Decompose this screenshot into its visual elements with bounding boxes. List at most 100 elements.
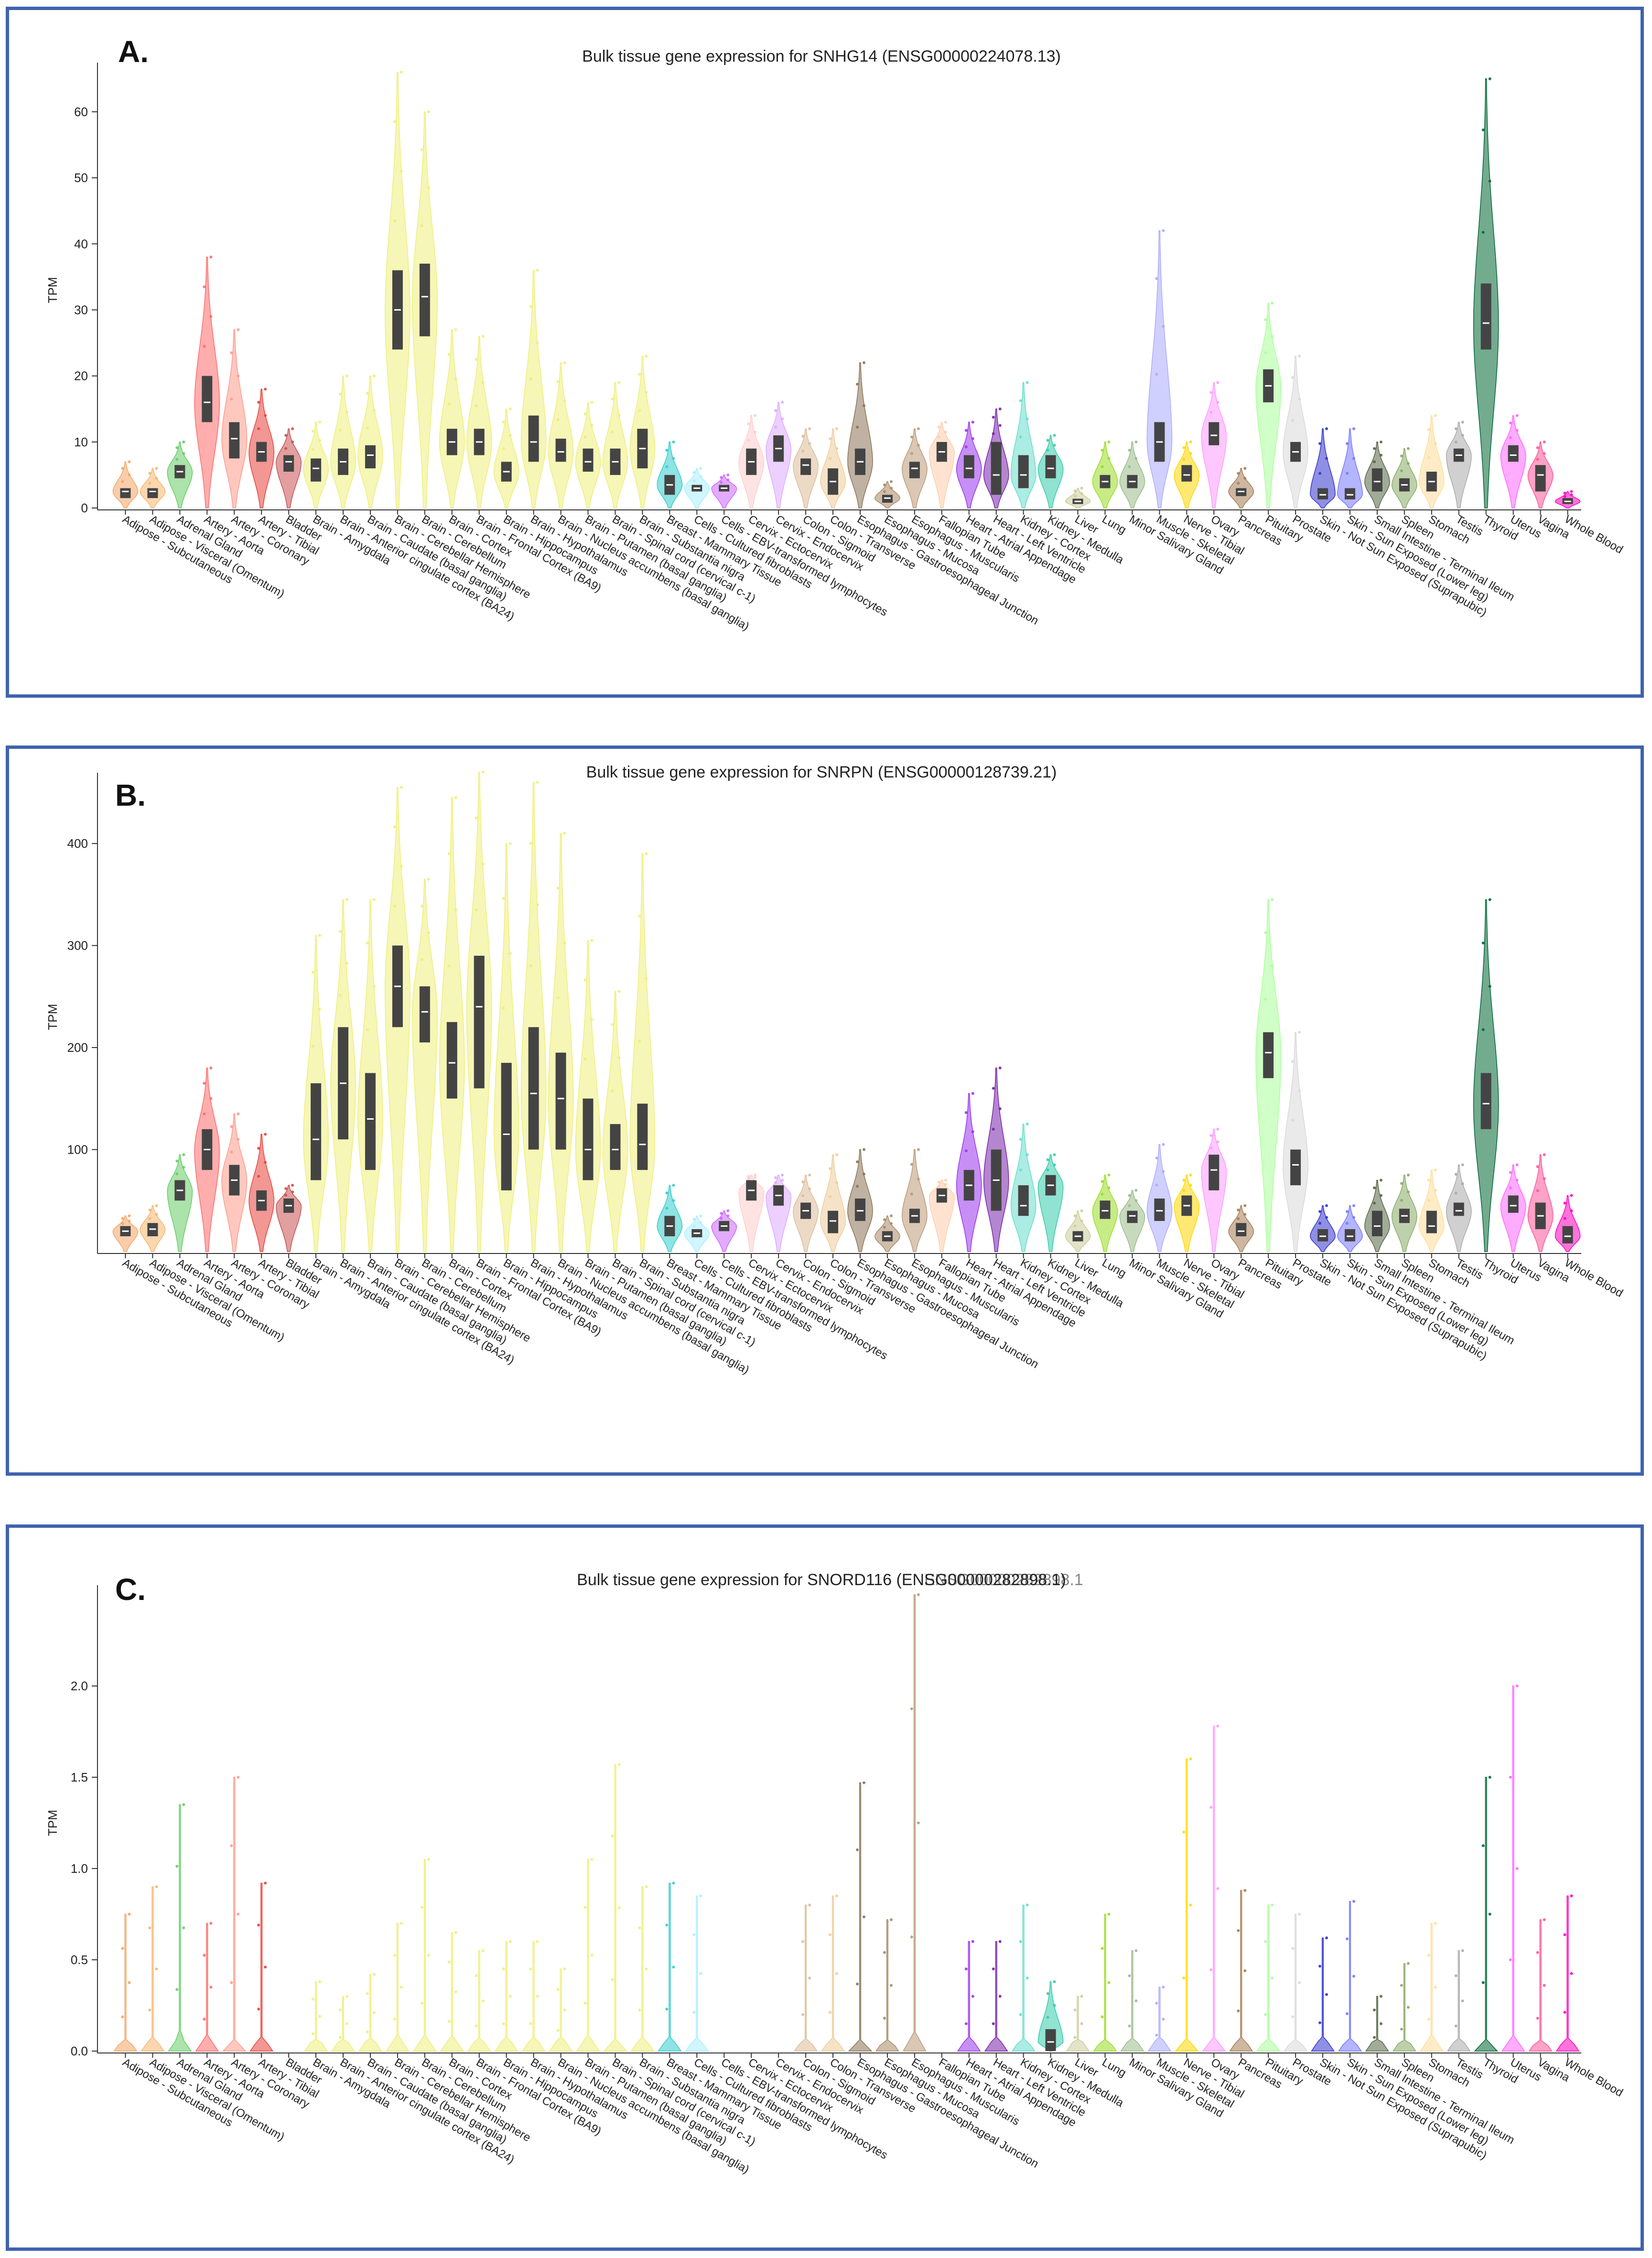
- iqr-box: [365, 445, 376, 469]
- outlier-point: [128, 1219, 131, 1222]
- outlier-point: [1107, 1912, 1111, 1916]
- outlier-point: [829, 457, 832, 460]
- violin: [602, 382, 628, 508]
- violin: [1255, 303, 1282, 508]
- violin: [1310, 428, 1336, 508]
- outlier-point: [502, 421, 505, 424]
- outlier-point: [393, 825, 396, 829]
- outlier-point: [1271, 898, 1274, 901]
- outlier-point: [1053, 1153, 1056, 1156]
- outlier-point: [617, 381, 621, 384]
- x-tick-label: Whole Blood: [1563, 2056, 1625, 2099]
- panel-label: B.: [115, 778, 146, 812]
- iqr-box: [1263, 1032, 1274, 1079]
- outlier-point: [400, 170, 403, 173]
- outlier-point: [1406, 1962, 1410, 1965]
- outlier-point: [665, 1207, 669, 1210]
- outlier-point: [182, 452, 185, 455]
- violin: [168, 1804, 192, 2052]
- iqr-box: [1344, 1229, 1355, 1242]
- outlier-point: [175, 1172, 179, 1176]
- outlier-point: [1026, 1153, 1029, 1156]
- outlier-point: [1026, 381, 1029, 384]
- outlier-point: [590, 1018, 594, 1021]
- iqr-box: [909, 462, 920, 478]
- violin: [493, 408, 519, 508]
- outlier-point: [1488, 180, 1491, 183]
- violin: [493, 843, 519, 1252]
- outlier-point: [1352, 1216, 1355, 1219]
- outlier-point: [1563, 1201, 1566, 1205]
- outlier-point: [971, 421, 974, 424]
- outlier-point: [447, 852, 451, 855]
- violin: [1037, 1154, 1064, 1252]
- outlier-point: [1481, 941, 1485, 945]
- outlier-point: [1563, 1217, 1566, 1220]
- outlier-point: [1570, 493, 1573, 497]
- outlier-point: [454, 1990, 457, 1993]
- outlier-point: [209, 255, 213, 259]
- outlier-point: [393, 120, 396, 123]
- iqr-box: [474, 955, 485, 1089]
- outlier-point: [590, 939, 594, 942]
- outlier-point: [883, 483, 886, 486]
- outlier-point: [692, 1218, 696, 1221]
- outlier-point: [475, 358, 478, 361]
- outlier-point: [1026, 417, 1029, 421]
- outlier-point: [257, 1146, 260, 1150]
- outlier-point: [1271, 1977, 1274, 1980]
- outlier-point: [1461, 1163, 1464, 1167]
- outlier-point: [209, 1922, 213, 1925]
- outlier-point: [672, 1184, 675, 1187]
- outlier-point: [781, 1178, 784, 1182]
- outlier-point: [420, 1906, 423, 1909]
- outlier-point: [1454, 440, 1458, 443]
- outlier-point: [284, 1194, 288, 1197]
- outlier-point: [427, 931, 430, 934]
- outlier-point: [1372, 460, 1376, 464]
- outlier-point: [889, 1222, 893, 1225]
- iqr-box: [1045, 2029, 1056, 2051]
- outlier-point: [400, 865, 403, 868]
- outlier-point: [835, 447, 839, 450]
- outlier-point: [1101, 1947, 1104, 1950]
- outlier-point: [1019, 399, 1022, 402]
- iqr-box: [419, 986, 430, 1043]
- outlier-point: [372, 409, 376, 412]
- outlier-point: [209, 1066, 213, 1070]
- outlier-point: [971, 437, 974, 440]
- outlier-point: [1107, 1981, 1111, 1984]
- outlier-point: [1073, 2009, 1077, 2012]
- violin: [1201, 382, 1227, 508]
- outlier-point: [917, 427, 920, 431]
- outlier-point: [1427, 1199, 1430, 1202]
- outlier-point: [855, 425, 859, 429]
- outlier-point: [1427, 1178, 1430, 1182]
- outlier-point: [420, 224, 423, 227]
- outlier-point: [1073, 1214, 1077, 1218]
- outlier-point: [971, 1940, 974, 1943]
- violin: [249, 1882, 274, 2052]
- outlier-point: [1155, 2001, 1158, 2005]
- outlier-point: [1536, 458, 1539, 461]
- outlier-point: [1352, 457, 1355, 460]
- outlier-point: [1237, 2009, 1240, 2012]
- outlier-point: [1481, 231, 1485, 234]
- iqr-box: [1480, 283, 1491, 350]
- outlier-point: [1454, 1191, 1458, 1195]
- violin: [738, 1175, 765, 1252]
- outlier-point: [672, 440, 675, 443]
- outlier-point: [318, 439, 322, 442]
- iqr-box: [828, 1210, 839, 1233]
- outlier-point: [128, 1981, 131, 1984]
- violin: [1283, 1032, 1308, 1252]
- outlier-point: [1053, 1163, 1056, 1167]
- y-tick-label: 10: [74, 435, 88, 449]
- outlier-point: [209, 1986, 213, 1989]
- outlier-point: [1189, 440, 1192, 443]
- outlier-point: [1345, 2012, 1349, 2015]
- outlier-point: [1509, 1171, 1512, 1174]
- iqr-box: [202, 376, 213, 422]
- iqr-box: [1535, 465, 1546, 492]
- outlier-point: [393, 1954, 396, 1957]
